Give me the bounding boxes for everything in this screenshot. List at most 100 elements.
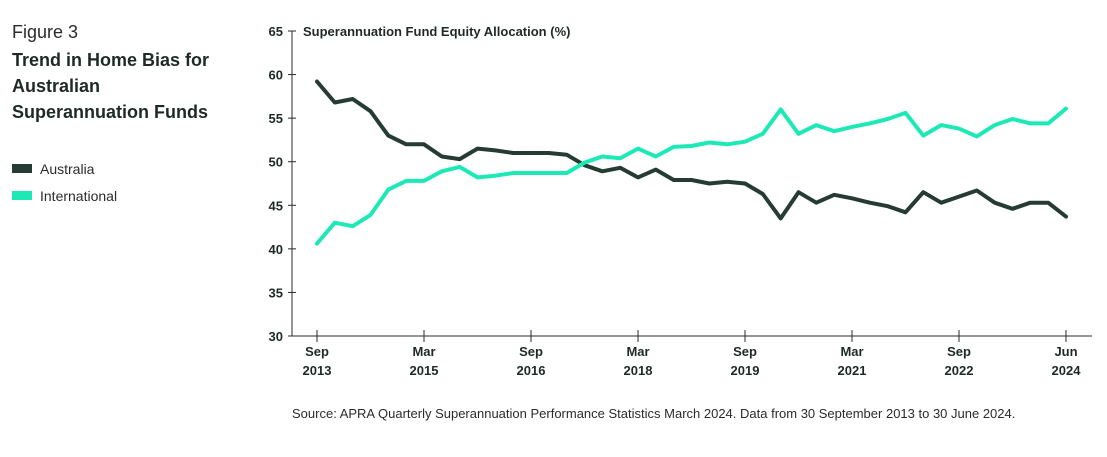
data-point-international bbox=[725, 142, 729, 146]
data-point-international bbox=[957, 127, 961, 131]
x-tick-label: 2015 bbox=[410, 363, 439, 378]
data-point-australia bbox=[904, 210, 907, 214]
data-point-international bbox=[654, 154, 658, 158]
data-point-international bbox=[565, 171, 569, 175]
data-point-international bbox=[386, 188, 390, 192]
data-point-australia bbox=[779, 216, 783, 220]
legend: Australia International bbox=[12, 155, 252, 209]
data-point-australia bbox=[511, 151, 515, 155]
data-point-australia bbox=[333, 100, 337, 104]
data-point-australia bbox=[351, 97, 355, 101]
data-point-international bbox=[690, 144, 693, 148]
series-line-australia bbox=[315, 79, 1068, 221]
x-tick-label: Mar bbox=[412, 344, 435, 359]
y-tick-label: 50 bbox=[269, 155, 283, 170]
data-point-australia bbox=[547, 151, 551, 155]
data-point-international bbox=[1028, 121, 1032, 125]
data-point-australia bbox=[690, 178, 693, 182]
x-tick-label: 2022 bbox=[945, 363, 974, 378]
data-point-australia bbox=[1046, 201, 1050, 205]
data-point-international bbox=[511, 171, 515, 175]
data-point-australia bbox=[458, 157, 462, 161]
x-axis: Sep 2013 Mar 2015 Sep 2016 Mar 2018 Sep 2019 Mar 20… bbox=[292, 330, 1092, 378]
legend-item-international: International bbox=[12, 182, 252, 209]
data-point-international bbox=[672, 145, 676, 149]
data-point-australia bbox=[975, 188, 979, 192]
data-point-international bbox=[422, 179, 426, 183]
data-point-australia bbox=[743, 182, 747, 185]
data-point-international bbox=[993, 123, 997, 127]
data-point-australia bbox=[476, 147, 479, 151]
legend-swatch-australia bbox=[12, 164, 32, 173]
data-point-international bbox=[832, 129, 836, 133]
data-point-international bbox=[333, 221, 337, 225]
data-point-australia bbox=[707, 182, 711, 185]
data-point-international bbox=[547, 171, 551, 175]
data-point-australia bbox=[957, 195, 961, 199]
legend-swatch-international bbox=[12, 191, 32, 200]
source-note: Source: APRA Quarterly Superannuation Pe… bbox=[292, 406, 1016, 421]
data-point-australia bbox=[814, 201, 818, 205]
data-point-australia bbox=[1028, 201, 1032, 205]
y-tick-label: 55 bbox=[269, 111, 283, 126]
data-point-international bbox=[315, 242, 319, 246]
x-tick-label: Sep bbox=[947, 344, 971, 359]
y-axis: 30 35 40 45 50 55 60 65 bbox=[269, 24, 296, 344]
line-chart: 30 35 40 45 50 55 60 65 Sep 2013 Mar 2015 Sep 2016 Ma… bbox=[269, 24, 1092, 378]
legend-item-australia: Australia bbox=[12, 155, 252, 182]
x-tick-label: Jun bbox=[1054, 344, 1077, 359]
y-tick-label: 30 bbox=[269, 329, 283, 344]
chart-series bbox=[315, 79, 1068, 246]
data-point-international bbox=[850, 125, 854, 129]
data-point-international bbox=[707, 141, 711, 145]
data-point-international bbox=[583, 161, 586, 165]
data-point-australia bbox=[939, 201, 943, 205]
legend-label-australia: Australia bbox=[40, 160, 95, 177]
data-point-international bbox=[636, 147, 640, 151]
data-point-australia bbox=[654, 168, 658, 172]
data-point-international bbox=[529, 171, 533, 175]
x-tick-label: Sep bbox=[519, 344, 543, 359]
x-tick-label: Mar bbox=[626, 344, 649, 359]
x-tick-label: Mar bbox=[840, 344, 863, 359]
data-point-international bbox=[440, 169, 444, 173]
data-point-international bbox=[975, 134, 979, 138]
data-point-australia bbox=[761, 192, 765, 196]
data-point-international bbox=[1011, 117, 1014, 121]
data-point-australia bbox=[832, 193, 836, 197]
data-point-international bbox=[779, 107, 783, 111]
data-point-australia bbox=[369, 109, 372, 113]
data-point-international bbox=[476, 175, 479, 179]
data-point-international bbox=[618, 156, 622, 160]
y-tick-label: 65 bbox=[269, 24, 283, 39]
legend-label-international: International bbox=[40, 187, 118, 204]
data-point-international bbox=[814, 123, 818, 127]
data-point-australia bbox=[672, 178, 676, 182]
data-point-international bbox=[351, 224, 355, 228]
data-point-australia bbox=[440, 154, 444, 158]
data-point-international bbox=[743, 140, 747, 144]
data-point-international bbox=[921, 134, 925, 138]
x-tick-label: 2021 bbox=[838, 363, 867, 378]
data-point-international bbox=[761, 132, 765, 136]
data-point-international bbox=[404, 179, 408, 183]
data-point-australia bbox=[315, 80, 319, 84]
y-tick-label: 60 bbox=[269, 68, 283, 83]
x-tick-label: Sep bbox=[305, 344, 329, 359]
y-tick-label: 40 bbox=[269, 242, 283, 257]
x-tick-label: 2019 bbox=[731, 363, 760, 378]
y-tick-label: 45 bbox=[269, 198, 283, 213]
figure-sidebar: Figure 3 Trend in Home Bias for Australi… bbox=[12, 22, 252, 209]
data-point-australia bbox=[725, 180, 729, 184]
data-point-australia bbox=[1064, 215, 1068, 219]
data-point-australia bbox=[636, 175, 640, 179]
data-point-international bbox=[458, 165, 462, 169]
figure-label: Figure 3 bbox=[12, 22, 79, 42]
data-point-australia bbox=[921, 190, 925, 194]
chart-title: Superannuation Fund Equity Allocation (%… bbox=[303, 24, 570, 39]
data-point-australia bbox=[493, 148, 497, 152]
data-point-international bbox=[904, 111, 907, 115]
x-tick-label: 2016 bbox=[517, 363, 546, 378]
x-tick-label: 2024 bbox=[1052, 363, 1082, 378]
data-point-australia bbox=[850, 196, 854, 200]
